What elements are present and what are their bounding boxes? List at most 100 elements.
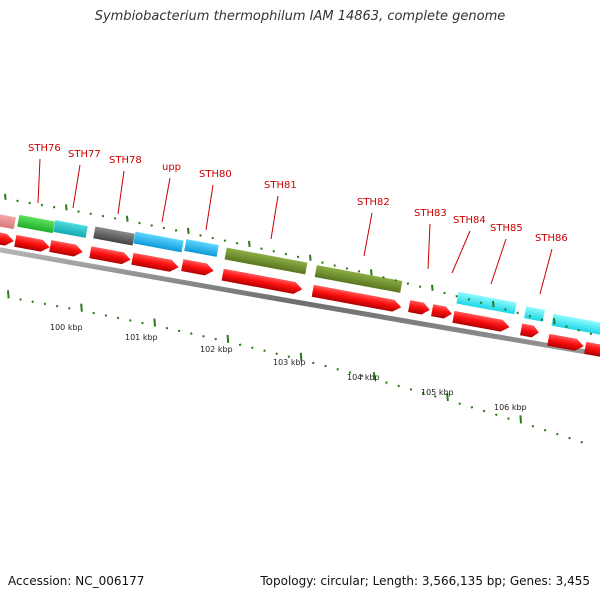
scale-minor-tick: [92, 311, 95, 315]
gene-label: STH76: [28, 143, 61, 154]
minor-tick: [455, 294, 458, 298]
gene-label-leader: [205, 184, 214, 231]
major-tick: [309, 254, 312, 261]
gene-label: STH82: [357, 197, 390, 208]
cds-arrow: [221, 268, 303, 294]
minor-tick: [150, 224, 153, 227]
cds-arrow: [408, 300, 430, 315]
scale-tick-track: [7, 290, 583, 444]
genome-stats: Topology: circular; Length: 3,566,135 bp…: [260, 574, 590, 588]
gene-labels: STH76 STH77 STH78 upp STH80 STH81 STH82 STH83 ST…: [28, 143, 568, 244]
cds-arrow: [547, 333, 584, 351]
major-tick: [553, 318, 556, 325]
major-tick: [492, 300, 495, 308]
scale-minor-tick: [129, 319, 132, 322]
scale-minor-tick: [165, 326, 169, 330]
cds-arrow: [452, 310, 510, 332]
scale-minor-tick: [543, 428, 547, 432]
minor-tick: [89, 212, 92, 216]
minor-tick: [394, 279, 397, 282]
minor-tick: [443, 291, 446, 295]
scale-minor-tick: [177, 329, 181, 333]
gene-feature-box: [133, 231, 184, 253]
minor-tick: [113, 217, 117, 220]
gene-label: STH84: [453, 215, 486, 226]
scale-major-tick: [373, 372, 376, 381]
scale-minor-tick: [214, 337, 217, 341]
scale-major-tick: [80, 303, 83, 312]
minor-tick: [418, 285, 422, 288]
scale-minor-tick: [324, 364, 327, 368]
gene-label: STH83: [414, 208, 447, 219]
scale-minor-tick: [55, 304, 59, 308]
scale-minor-tick: [385, 381, 388, 384]
major-tick: [187, 227, 190, 235]
major-tick: [65, 204, 68, 211]
minor-tick: [284, 252, 288, 256]
gene-label: STH85: [490, 223, 523, 234]
cds-arrow: [584, 341, 600, 357]
minor-tick: [28, 201, 31, 205]
gene-label-leader: [161, 177, 171, 223]
outer-tick-track: [4, 193, 593, 336]
cds-arrow: [0, 230, 14, 246]
major-tick: [248, 240, 251, 248]
scale-minor-tick: [116, 316, 120, 320]
cds-arrow: [520, 323, 539, 338]
scale-minor-tick: [507, 417, 510, 420]
scale-minor-tick: [275, 352, 278, 355]
minor-tick: [504, 308, 507, 311]
major-tick: [4, 193, 7, 200]
gene-feature-box: [53, 220, 88, 238]
scale-minor-tick: [31, 300, 34, 303]
minor-tick: [52, 205, 56, 209]
scale-minor-tick: [348, 371, 352, 374]
scale-label: 103 kbp: [273, 358, 306, 367]
gene-label: STH77: [68, 149, 101, 160]
gene-feature-box: [551, 313, 600, 337]
minor-tick: [479, 301, 483, 305]
minor-tick: [40, 203, 44, 207]
minor-tick: [382, 276, 385, 279]
gene-feature-box: [524, 306, 545, 322]
accession-label: Accession: NC_006177: [8, 574, 145, 588]
scale-minor-tick: [409, 388, 413, 391]
scale-minor-tick: [397, 384, 400, 388]
cds-arrow: [431, 304, 452, 319]
minor-tick: [565, 325, 568, 328]
scale-minor-tick: [336, 368, 339, 371]
minor-tick: [357, 270, 361, 273]
scale-minor-tick: [263, 349, 266, 352]
scale-label: 105 kbp: [421, 388, 454, 397]
scale-minor-tick: [556, 432, 559, 436]
scale-label: 106 kbp: [494, 403, 527, 412]
minor-tick: [577, 328, 580, 332]
gene-label-leader: [363, 212, 373, 257]
gene-label: upp: [162, 162, 181, 173]
minor-tick: [101, 214, 105, 218]
gene-feature-box: [93, 226, 135, 246]
scale-minor-tick: [580, 440, 583, 444]
scale-minor-tick: [43, 302, 47, 306]
gene-label: STH86: [535, 233, 568, 244]
minor-tick: [199, 234, 202, 237]
minor-tick: [174, 229, 178, 232]
scale-minor-tick: [104, 314, 108, 317]
minor-tick: [321, 261, 324, 264]
scale-minor-tick: [458, 402, 461, 405]
scale-label: 101 kbp: [125, 333, 158, 342]
major-tick: [431, 284, 434, 291]
minor-tick: [235, 241, 239, 245]
scale-minor-tick: [531, 424, 535, 428]
gene-feature-box: [456, 291, 517, 315]
minor-tick: [467, 298, 471, 301]
scale-major-tick: [519, 415, 522, 424]
gene-label-leader: [270, 195, 279, 240]
scale-minor-tick: [251, 346, 254, 350]
genome-title: Symbiobacterium thermophilum IAM 14863, …: [94, 9, 506, 24]
scale-minor-tick: [238, 343, 242, 347]
gene-label-leader: [427, 223, 431, 270]
major-tick: [126, 215, 129, 222]
cds-arrow: [311, 284, 402, 312]
